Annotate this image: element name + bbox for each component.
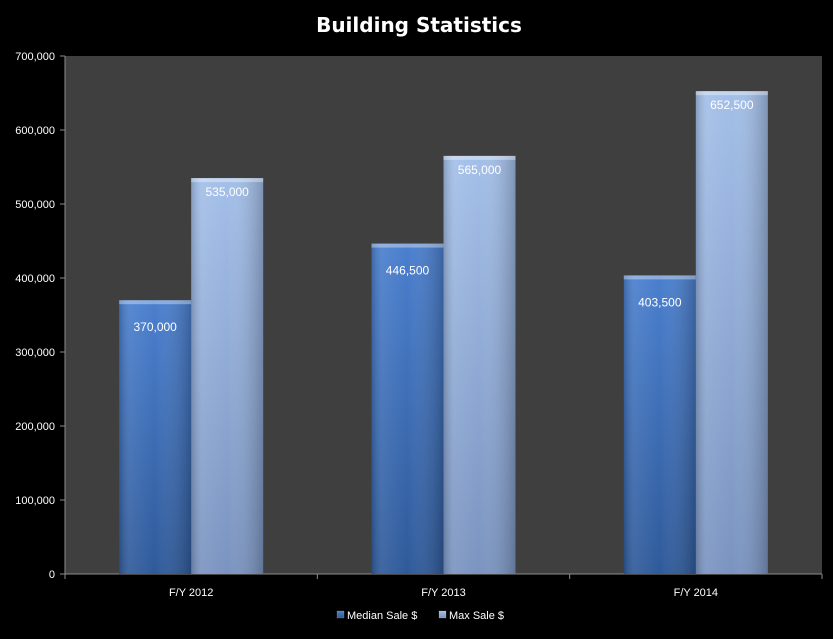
y-tick-label: 0 xyxy=(49,569,55,581)
y-tick-label: 400,000 xyxy=(15,273,55,285)
y-tick-label: 300,000 xyxy=(15,347,55,359)
bar-shading xyxy=(119,300,192,574)
y-tick-label: 200,000 xyxy=(15,421,55,433)
bar-shading xyxy=(443,155,516,574)
y-tick-label: 700,000 xyxy=(15,51,55,63)
x-tick-label: F/Y 2012 xyxy=(169,587,213,599)
y-tick-label: 500,000 xyxy=(15,199,55,211)
bar-top-highlight xyxy=(371,243,444,248)
legend-swatch xyxy=(438,610,447,619)
bar-shading xyxy=(623,275,696,574)
data-label: 652,500 xyxy=(710,98,754,112)
data-label: 535,000 xyxy=(205,185,249,199)
bar-shading xyxy=(371,243,444,574)
legend-label: Median Sale $ xyxy=(347,610,417,622)
chart-title: Building Statistics xyxy=(316,13,522,37)
y-tick-label: 100,000 xyxy=(15,495,55,507)
x-tick-label: F/Y 2014 xyxy=(674,587,718,599)
bar-top-highlight xyxy=(119,300,192,305)
bar-shading xyxy=(695,91,768,575)
bar-top-highlight xyxy=(191,178,264,183)
bars-group xyxy=(119,91,768,575)
y-tick-label: 600,000 xyxy=(15,125,55,137)
data-label: 565,000 xyxy=(458,163,502,177)
data-label: 370,000 xyxy=(133,320,177,334)
data-labels-group: 370,000 446,500 403,500 535,000 565,000 652,5… xyxy=(133,98,753,334)
bar-shading xyxy=(191,178,264,574)
bar-top-highlight xyxy=(443,155,516,160)
y-axis: 0 100,000 200,000 300,000 400,000 500,000 600,… xyxy=(15,51,66,581)
bar-top-highlight xyxy=(695,91,768,96)
data-label: 403,500 xyxy=(638,295,682,309)
data-label: 446,500 xyxy=(386,264,430,278)
x-axis: F/Y 2012 F/Y 2013 F/Y 2014 xyxy=(64,573,823,599)
legend: Median Sale $ Max Sale $ xyxy=(336,610,504,622)
x-tick-label: F/Y 2013 xyxy=(421,587,465,599)
bar-top-highlight xyxy=(623,275,696,280)
legend-label: Max Sale $ xyxy=(449,610,504,622)
legend-swatch xyxy=(336,610,345,619)
